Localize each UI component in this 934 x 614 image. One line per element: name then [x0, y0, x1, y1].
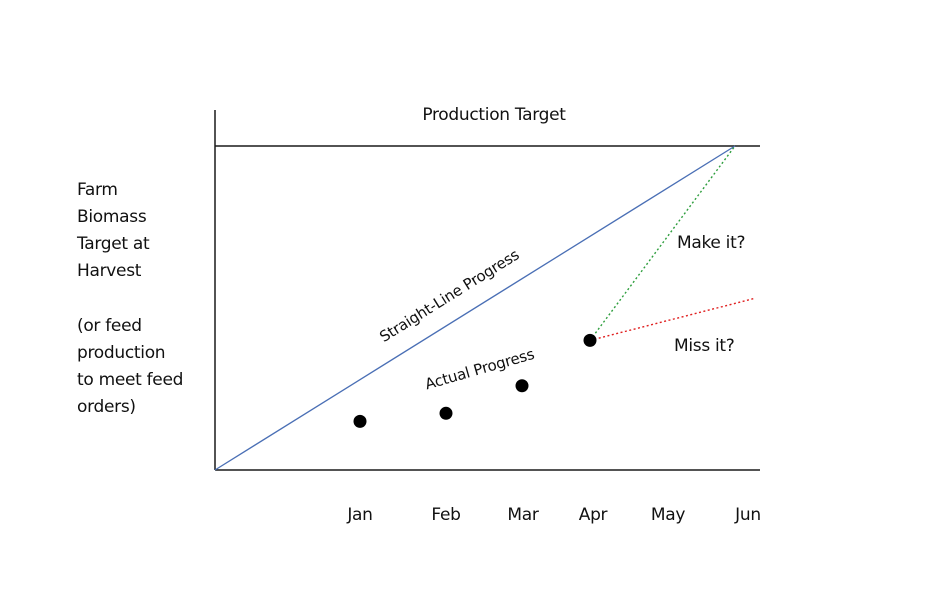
ylabel-note-line: (or feed	[77, 316, 142, 336]
chart-title: Production Target	[422, 105, 566, 125]
actual-progress-point-jan	[353, 414, 367, 428]
ylabel-note-line: production	[77, 343, 166, 363]
make-it-label: Make it?	[677, 233, 745, 253]
x-tick-label-jun: Jun	[734, 505, 761, 525]
ylabel-line: Harvest	[77, 261, 142, 281]
miss-it-label: Miss it?	[674, 336, 735, 356]
x-tick-label-may: May	[651, 505, 685, 525]
actual-progress-point-feb	[439, 406, 453, 420]
miss-it-projection-line	[589, 297, 756, 342]
x-tick-label-jan: Jan	[346, 505, 372, 525]
ylabel-gap	[77, 285, 217, 313]
actual-progress-point-apr	[583, 333, 597, 347]
x-tick-label-feb: Feb	[431, 505, 460, 525]
straight-line-progress-label: Straight-Line Progress	[376, 245, 522, 346]
ylabel-line: Biomass	[77, 207, 147, 227]
ylabel-note-line: to meet feed	[77, 370, 184, 390]
ylabel-line: Farm	[77, 180, 118, 200]
x-tick-labels: Jan Feb Mar Apr May Jun	[346, 505, 761, 525]
x-tick-label-apr: Apr	[579, 505, 608, 525]
y-axis-label: Farm Biomass Target at Harvest (or feed …	[77, 177, 217, 421]
ylabel-line: Target at	[77, 234, 150, 254]
x-tick-label-mar: Mar	[507, 505, 538, 525]
ylabel-note-line: orders)	[77, 397, 136, 417]
actual-progress-markers	[353, 333, 597, 428]
actual-progress-point-mar	[515, 379, 529, 393]
straight-line-progress-line	[214, 145, 736, 471]
